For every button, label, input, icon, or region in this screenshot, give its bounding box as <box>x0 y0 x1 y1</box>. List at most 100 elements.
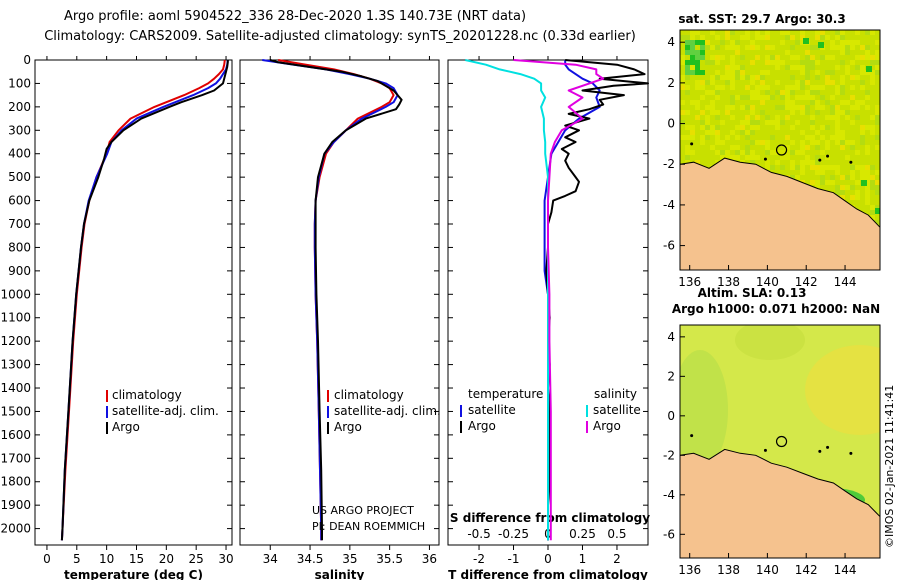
sst-cell <box>830 95 835 100</box>
sst-cell <box>730 70 735 75</box>
sst-cell <box>850 95 855 100</box>
sst-cell <box>710 100 715 105</box>
sst-cell <box>815 60 820 65</box>
sst-cell <box>735 65 740 70</box>
legend-label-t-satellite: satellite <box>468 403 516 417</box>
sst-cell <box>870 30 875 35</box>
sst-cell <box>740 75 745 80</box>
sst-cell <box>795 150 800 155</box>
sst-cell <box>735 135 740 140</box>
sst-cell <box>740 35 745 40</box>
island <box>826 445 830 449</box>
x-tick-label: 20 <box>159 552 174 566</box>
sst-cell <box>865 170 870 175</box>
sst-cell <box>805 75 810 80</box>
legend-label-satellite: satellite-adj. clim. <box>334 404 441 418</box>
sst-cell <box>710 45 715 50</box>
sst-cell <box>710 55 715 60</box>
sst-cell <box>725 80 730 85</box>
sst-cell <box>820 95 825 100</box>
float-position-marker <box>775 435 788 448</box>
sst-cell <box>805 80 810 85</box>
sst-cell <box>850 195 855 200</box>
sst-cell <box>685 135 690 140</box>
sst-cell <box>700 80 705 85</box>
sst-cell <box>825 140 830 145</box>
sst-cell <box>790 35 795 40</box>
x-tick-label: 35 <box>342 552 357 566</box>
sst-cell <box>815 170 820 175</box>
sst-cell <box>865 180 870 185</box>
sst-cell <box>710 90 715 95</box>
sst-cell <box>825 165 830 170</box>
y-tick-label: 0 <box>667 117 675 131</box>
sst-cell <box>735 45 740 50</box>
y-tick-label: 300 <box>8 123 31 137</box>
sst-cell <box>745 120 750 125</box>
sst-cell <box>803 38 809 44</box>
sst-cell <box>840 90 845 95</box>
sst-cell <box>800 105 805 110</box>
x-axis-label: salinity <box>315 568 365 580</box>
sst-cell <box>875 220 880 225</box>
sst-cell <box>725 155 730 160</box>
sst-cell <box>830 175 835 180</box>
sst-cell <box>810 60 815 65</box>
sst-cell <box>765 115 770 120</box>
sst-cell <box>850 105 855 110</box>
salinity-legend: climatology satellite-adj. clim. Argo <box>327 388 441 434</box>
sst-cell <box>825 70 830 75</box>
sst-cell <box>745 30 750 35</box>
y-tick-label: 1900 <box>0 498 31 512</box>
legend-label-satellite: satellite-adj. clim. <box>112 404 219 418</box>
sst-cell <box>745 135 750 140</box>
sst-cell <box>840 130 845 135</box>
sst-cell <box>865 200 870 205</box>
sst-cell <box>770 165 775 170</box>
sst-cell <box>695 70 700 75</box>
sst-cell <box>860 135 865 140</box>
sst-cell <box>690 65 695 70</box>
sst-cell <box>730 65 735 70</box>
sst-cell <box>810 160 815 165</box>
sst-cell <box>875 185 880 190</box>
sst-cell <box>810 125 815 130</box>
sst-cell <box>740 125 745 130</box>
y-tick-label: 4 <box>667 35 675 49</box>
sst-cell <box>690 100 695 105</box>
sst-cell <box>770 45 775 50</box>
sst-cell <box>790 175 795 180</box>
sst-cell <box>805 110 810 115</box>
sst-cell <box>735 50 740 55</box>
sst-cell <box>790 75 795 80</box>
sst-cell <box>800 85 805 90</box>
x-tick-label: 2 <box>613 552 621 566</box>
sst-cell <box>780 30 785 35</box>
y-tick-label: 200 <box>8 100 31 114</box>
sst-cell <box>755 75 760 80</box>
sst-cell <box>835 30 840 35</box>
sst-cell <box>795 95 800 100</box>
map-sla-title-line2: Argo h1000: 0.071 h2000: NaN <box>672 302 880 316</box>
sst-cell <box>870 205 875 210</box>
sst-cell <box>805 50 810 55</box>
sst-cell <box>875 105 880 110</box>
sst-cell <box>750 75 755 80</box>
sst-cell <box>805 105 810 110</box>
sst-cell <box>875 40 880 45</box>
sst-cell <box>695 100 700 105</box>
sst-cell <box>690 150 695 155</box>
sst-cell <box>745 130 750 135</box>
sst-cell <box>700 40 705 45</box>
plot-frame <box>239 59 440 546</box>
sst-cell <box>735 95 740 100</box>
sst-cell <box>795 65 800 70</box>
sst-cell <box>715 55 720 60</box>
sst-cell <box>730 85 735 90</box>
sst-cell <box>750 125 755 130</box>
sst-cell <box>685 40 690 45</box>
sst-cell <box>715 140 720 145</box>
x-tick-label: 1 <box>579 552 587 566</box>
sst-cell <box>820 135 825 140</box>
sst-cell <box>810 120 815 125</box>
